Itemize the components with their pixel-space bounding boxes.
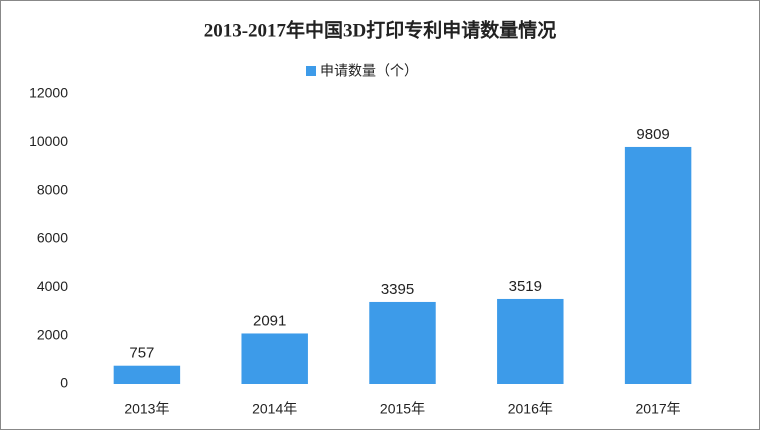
data-label: 757 [129, 345, 154, 362]
chart-title: 2013-2017年中国3D打印专利申请数量情况 [204, 18, 557, 41]
legend-swatch [306, 66, 316, 76]
x-tick-label: 2016年 [508, 401, 553, 417]
x-tick-label: 2013年 [124, 401, 169, 417]
legend-label: 申请数量（个） [320, 63, 418, 79]
data-label: 2091 [253, 312, 286, 329]
y-tick-label: 6000 [37, 230, 68, 246]
y-tick-label: 4000 [37, 278, 68, 294]
bar [497, 298, 564, 384]
y-tick-label: 8000 [37, 181, 68, 197]
data-label: 9809 [636, 126, 669, 143]
bar [113, 365, 181, 384]
data-label: 3395 [381, 281, 414, 298]
bar [369, 301, 436, 384]
x-tick-label: 2014年 [252, 401, 297, 417]
y-tick-label: 2000 [37, 326, 68, 342]
y-tick-label: 12000 [29, 85, 68, 101]
y-tick-label: 0 [60, 375, 68, 391]
bar [241, 333, 308, 384]
data-label: 3519 [509, 278, 542, 295]
x-tick-label: 2017年 [636, 401, 681, 417]
y-tick-label: 10000 [29, 133, 68, 149]
bar [624, 146, 692, 384]
x-tick-label: 2015年 [380, 401, 425, 417]
